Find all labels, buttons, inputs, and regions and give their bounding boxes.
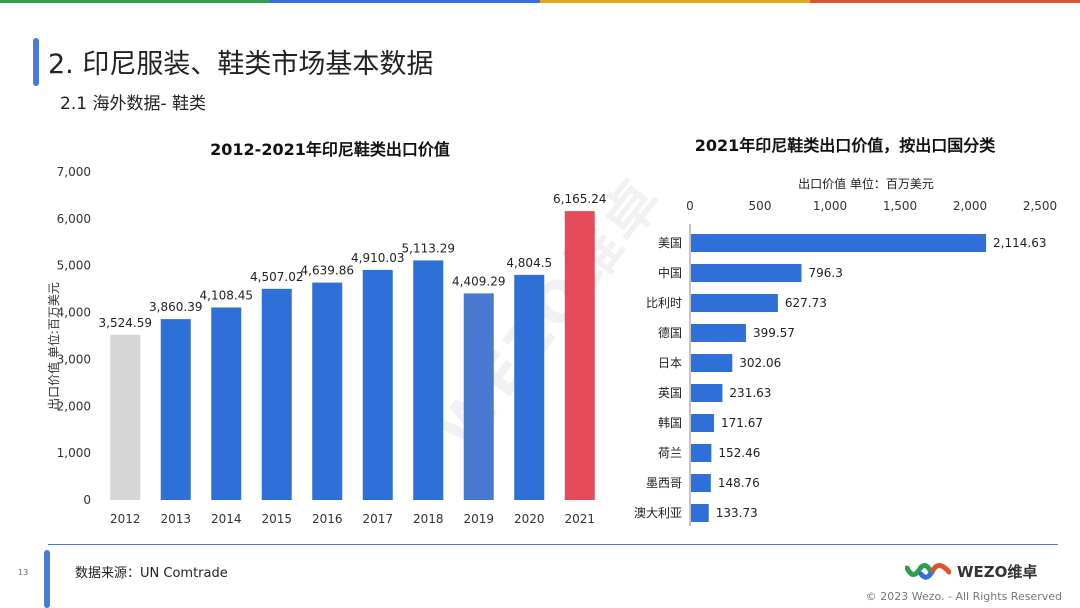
bar-2019: [463, 293, 494, 500]
category-label-英国: 英国: [658, 386, 682, 400]
data-label-2021: 6,165.24: [553, 192, 606, 206]
bar-韩国: [691, 414, 715, 432]
data-label-德国: 399.57: [753, 326, 795, 340]
data-label-2012: 3,524.59: [99, 316, 152, 330]
bar-2016: [312, 282, 343, 500]
bar-荷兰: [691, 444, 712, 462]
page-title: 2. 印尼服装、鞋类市场基本数据: [48, 49, 434, 80]
y-tick-label: 0: [83, 493, 91, 507]
x-tick-label-2021: 2021: [564, 512, 595, 526]
data-label-墨西哥: 148.76: [718, 476, 760, 490]
x-tick-label: 1,000: [813, 199, 847, 213]
x-tick-label: 500: [749, 199, 772, 213]
y-tick-label: 3,000: [57, 352, 91, 366]
x-tick-label: 1,500: [883, 199, 917, 213]
x-tick-label-2016: 2016: [312, 512, 343, 526]
x-tick-label-2018: 2018: [413, 512, 444, 526]
data-label-中国: 796.3: [808, 266, 842, 280]
topbar-yellow: [540, 0, 810, 3]
x-tick-label-2017: 2017: [362, 512, 393, 526]
x-tick-label-2013: 2013: [160, 512, 191, 526]
bar-美国: [691, 234, 987, 252]
data-label-澳大利亚: 133.73: [716, 506, 758, 520]
category-label-韩国: 韩国: [658, 415, 682, 430]
data-label-韩国: 171.67: [721, 416, 763, 430]
data-label-2019: 4,409.29: [452, 274, 505, 288]
x-tick-label: 0: [686, 199, 694, 213]
data-label-2017: 4,910.03: [351, 251, 404, 265]
bar-德国: [691, 324, 746, 342]
bar-中国: [691, 264, 802, 282]
bar-比利时: [691, 294, 778, 312]
data-label-荷兰: 152.46: [718, 446, 760, 460]
data-label-美国: 2,114.63: [993, 236, 1046, 250]
logo-text: WEZO维卓: [957, 563, 1038, 581]
bar-2020: [514, 274, 545, 500]
bar-2015: [261, 288, 292, 500]
y-tick-label: 5,000: [57, 259, 91, 273]
copyright: © 2023 Wezo. - All Rights Reserved: [865, 590, 1062, 603]
bar-澳大利亚: [691, 504, 709, 522]
y-tick-label: 7,000: [57, 165, 91, 179]
footer-divider: [48, 544, 1058, 545]
left-chart-title: 2012-2021年印尼鞋类出口价值: [210, 140, 450, 159]
page-subtitle: 2.1 海外数据- 鞋类: [60, 94, 206, 114]
x-axis-title: 出口价值 单位：百万美元: [798, 176, 934, 191]
category-label-墨西哥: 墨西哥: [646, 476, 682, 490]
wezo-logo-icon: [905, 562, 951, 580]
x-tick-label: 2,000: [953, 199, 987, 213]
category-label-中国: 中国: [658, 265, 682, 280]
category-label-日本: 日本: [658, 356, 682, 370]
bar-墨西哥: [691, 474, 711, 492]
right-chart-title: 2021年印尼鞋类出口价值，按出口国分类: [694, 136, 996, 155]
bar-英国: [691, 384, 723, 402]
data-source: 数据来源：UN Comtrade: [75, 566, 228, 581]
bar-2013: [160, 319, 191, 500]
bar-2012: [110, 334, 141, 500]
footer-accent-bar: [44, 550, 50, 608]
wezo-logo: WEZO维卓: [905, 561, 1037, 582]
x-tick-label-2020: 2020: [514, 512, 545, 526]
bar-2018: [413, 260, 444, 500]
bar-2014: [211, 307, 242, 500]
x-tick-label-2014: 2014: [211, 512, 242, 526]
top-color-bar: [0, 0, 1080, 3]
y-axis-title: 出口价值 单位:百万美元: [46, 282, 61, 410]
data-label-2014: 4,108.45: [200, 288, 253, 302]
category-label-荷兰: 荷兰: [658, 446, 682, 460]
category-label-比利时: 比利时: [646, 296, 682, 310]
y-tick-label: 4,000: [57, 306, 91, 320]
bar-2021: [564, 211, 595, 500]
bar-日本: [691, 354, 733, 372]
data-label-2013: 3,860.39: [149, 300, 202, 314]
x-tick-label-2019: 2019: [463, 512, 494, 526]
topbar-green: [0, 0, 270, 3]
y-tick-label: 1,000: [57, 446, 91, 460]
category-label-澳大利亚: 澳大利亚: [634, 506, 682, 520]
category-label-美国: 美国: [658, 236, 682, 250]
data-label-2015: 4,507.02: [250, 270, 303, 284]
data-label-2018: 5,113.29: [402, 241, 455, 255]
title-accent-bar: [33, 38, 39, 86]
y-tick-label: 2,000: [57, 399, 91, 413]
x-tick-label-2015: 2015: [261, 512, 292, 526]
category-label-德国: 德国: [658, 325, 682, 340]
data-label-2016: 4,639.86: [301, 264, 354, 278]
data-label-日本: 302.06: [739, 356, 781, 370]
topbar-blue: [270, 0, 540, 3]
left-bar-chart: 0 1,000 2,000 3,000 4,000 5,000 6,000 7,000 出口价值…: [46, 165, 606, 526]
x-tick-label-2012: 2012: [110, 512, 141, 526]
data-label-2020: 4,804.5: [506, 256, 552, 270]
x-tick-label: 2,500: [1023, 199, 1057, 213]
y-tick-label: 6,000: [57, 212, 91, 226]
data-label-比利时: 627.73: [785, 296, 827, 310]
topbar-orange: [810, 0, 1080, 3]
bar-2017: [362, 269, 393, 500]
right-bar-chart: 出口价值 单位：百万美元 0 500 1,000 1,500 2,000 2,500 美国 2,…: [634, 176, 1057, 526]
data-label-英国: 231.63: [729, 386, 771, 400]
page-number: 13: [18, 568, 29, 577]
